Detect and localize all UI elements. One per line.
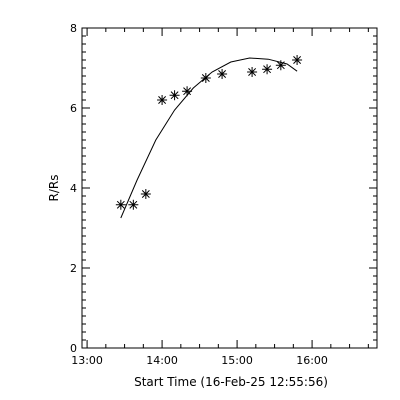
data-point (140, 189, 151, 199)
data-point (182, 86, 193, 97)
x-tick-label: 13:00 (71, 354, 103, 367)
data-point (275, 60, 286, 71)
data-point (200, 73, 211, 83)
x-tick-label: 15:00 (221, 354, 253, 367)
x-tick-label: 16:00 (296, 354, 328, 367)
x-axis: 13:00 14:00 15:00 16:00 (71, 28, 369, 367)
data-point (292, 55, 303, 65)
fit-curve-layer (120, 57, 298, 219)
y-axis: 0 2 4 6 8 (70, 22, 377, 355)
y-axis-label: R/Rs (47, 175, 61, 202)
data-point (115, 199, 126, 210)
y-tick-label: 4 (70, 182, 77, 195)
data-point (217, 69, 228, 79)
x-tick-label: 14:00 (146, 354, 178, 367)
y-tick-label: 0 (70, 342, 77, 355)
marker-layer (115, 55, 303, 210)
data-point (262, 64, 273, 75)
fit-curve (120, 57, 298, 219)
data-point (247, 67, 258, 77)
data-point (157, 95, 168, 105)
y-tick-label: 8 (70, 22, 77, 35)
data-point (169, 90, 180, 101)
data-point (128, 199, 139, 210)
y-tick-label: 2 (70, 262, 77, 275)
y-tick-label: 6 (70, 102, 77, 115)
x-axis-label: Start Time (16-Feb-25 12:55:56) (134, 375, 328, 389)
